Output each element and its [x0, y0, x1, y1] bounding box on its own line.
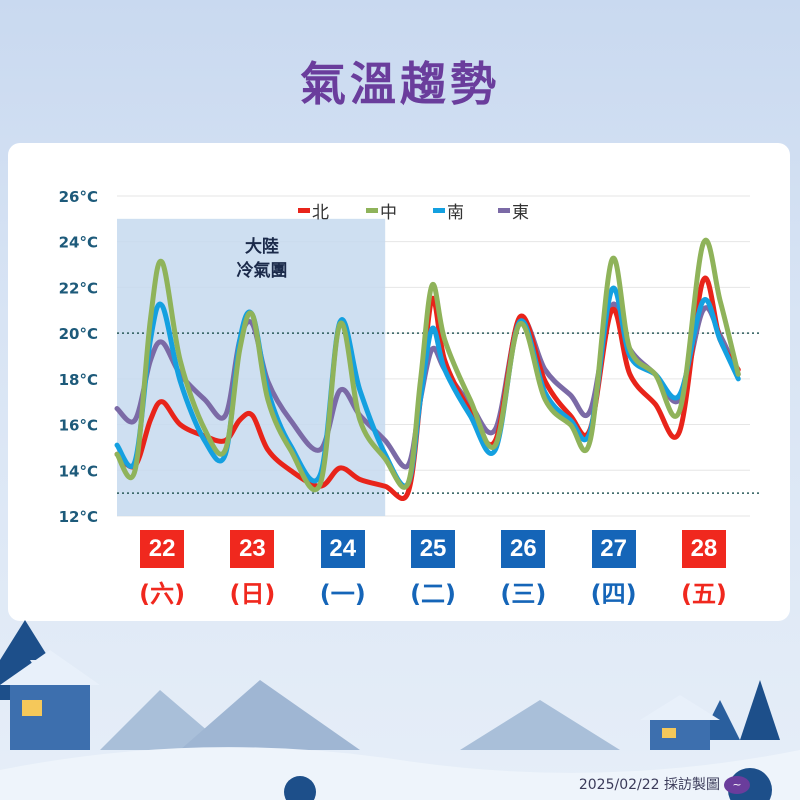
day-label: 28 (五)	[681, 530, 727, 609]
y-tick-label: 22°C	[59, 279, 98, 297]
winter-scene-illustration	[0, 620, 800, 800]
y-tick-label: 24°C	[59, 234, 98, 252]
series-line-1	[114, 238, 741, 493]
day-number: 28	[681, 530, 726, 568]
annotation-label: 大陸	[245, 236, 279, 257]
legend-label: 北	[312, 203, 329, 223]
legend-swatch	[498, 208, 510, 213]
cna-logo-icon: ~	[724, 776, 750, 794]
day-number: 25	[411, 530, 456, 568]
weekday-label: (一)	[319, 580, 366, 608]
weekday-label: (日)	[229, 580, 276, 608]
legend-swatch	[298, 208, 310, 213]
y-tick-label: 26°C	[59, 188, 98, 206]
legend-swatch	[433, 208, 445, 213]
weekday-label: (六)	[139, 580, 186, 608]
day-label: 22 (六)	[139, 530, 185, 609]
day-number: 22	[140, 530, 185, 568]
page-title: 氣溫趨勢	[300, 57, 500, 111]
y-tick-label: 12°C	[59, 508, 98, 526]
weekday-label: (二)	[410, 580, 457, 608]
legend-label: 東	[512, 203, 529, 223]
legend-label: 中	[380, 203, 397, 223]
y-tick-label: 18°C	[59, 371, 98, 389]
annotation-label: 冷氣團	[237, 260, 288, 281]
day-number: 23	[230, 530, 275, 568]
day-label: 25 (二)	[410, 530, 456, 609]
day-label: 24 (一)	[320, 530, 366, 609]
day-number: 24	[320, 530, 365, 568]
legend-label: 南	[447, 203, 464, 223]
day-number: 27	[591, 530, 636, 568]
y-tick-label: 20°C	[59, 325, 98, 343]
legend-swatch	[366, 208, 378, 213]
day-number: 26	[501, 530, 546, 568]
chart-card: 12°C 14°C 16°C 18°C 20°C 22°C 24°C 26°C 大陸冷氣團 北 中 南…	[8, 143, 790, 621]
y-tick-label: 16°C	[59, 417, 98, 435]
date-credit: 2025/02/22 採訪製圖	[578, 777, 720, 793]
day-label: 26 (三)	[500, 530, 546, 609]
weekday-label: (四)	[590, 580, 637, 608]
y-tick-label: 14°C	[59, 462, 98, 480]
day-label: 23 (日)	[229, 530, 275, 609]
day-label: 27 (四)	[591, 530, 637, 609]
weekday-label: (三)	[500, 580, 547, 608]
weekday-label: (五)	[680, 580, 727, 608]
